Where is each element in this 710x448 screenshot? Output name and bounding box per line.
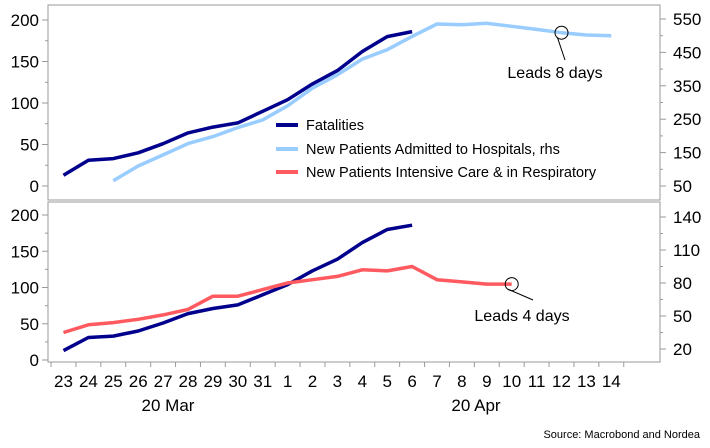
xaxis-period-label: 20 Mar — [142, 396, 195, 415]
annotation-marker — [554, 25, 569, 40]
xtick-label: 14 — [602, 372, 621, 391]
ytick-left-label: 0 — [30, 351, 39, 370]
ytick-left-label: 50 — [20, 136, 39, 155]
xtick-label: 3 — [333, 372, 342, 391]
xtick-label: 23 — [54, 372, 73, 391]
xtick-label: 10 — [502, 372, 521, 391]
ytick-right-label: 450 — [673, 43, 701, 62]
legend-label: New Patients Intensive Care & in Respira… — [306, 165, 597, 181]
series-lines — [62, 21, 612, 353]
ytick-right-label: 350 — [673, 77, 701, 96]
xtick-label: 4 — [358, 372, 367, 391]
series-line-new-patients-intensive-care-in-respiratory-p2 — [62, 264, 512, 335]
annotation-label: Leads 4 days — [474, 308, 569, 325]
series-line-fatalities-p2 — [62, 223, 413, 353]
xtick-label: 5 — [382, 372, 391, 391]
annotation-label: Leads 8 days — [507, 65, 602, 82]
series-line-new-patients-admitted-to-hospitals-rhs-p1 — [112, 21, 612, 183]
xtick-label: 9 — [482, 372, 491, 391]
xtick-label: 2 — [308, 372, 317, 391]
ytick-left-label: 100 — [11, 279, 39, 298]
xtick-label: 1 — [283, 372, 292, 391]
xtick-label: 12 — [552, 372, 571, 391]
xtick-label: 7 — [432, 372, 441, 391]
ytick-right-label: 80 — [673, 274, 692, 293]
xtick-label: 25 — [104, 372, 123, 391]
source-note: Source: Macrobond and Nordea — [543, 429, 700, 441]
ytick-left-label: 200 — [11, 11, 39, 30]
xtick-label: 27 — [154, 372, 173, 391]
xtick-label: 28 — [179, 372, 198, 391]
ytick-right-label: 50 — [673, 177, 692, 196]
xtick-label: 13 — [577, 372, 596, 391]
ytick-left-label: 200 — [11, 206, 39, 225]
xtick-label: 26 — [129, 372, 148, 391]
axes: 0501001502005015025035045055005010015020… — [11, 10, 702, 415]
xtick-label: 8 — [457, 372, 466, 391]
ytick-left-label: 0 — [30, 177, 39, 196]
xaxis-period-label: 20 Apr — [451, 396, 500, 415]
annotation-leader — [557, 37, 566, 61]
ytick-right-label: 110 — [673, 241, 700, 260]
ytick-right-label: 250 — [673, 110, 701, 129]
xtick-label: 11 — [528, 372, 546, 391]
legend-label: Fatalities — [306, 118, 364, 134]
ytick-left-label: 150 — [11, 242, 39, 261]
ytick-right-label: 20 — [673, 340, 692, 359]
xtick-label: 31 — [253, 372, 272, 391]
legend: Fatalities New Patients Admitted to Hospi… — [276, 118, 597, 181]
ytick-right-label: 50 — [673, 307, 692, 326]
ytick-left-label: 150 — [11, 53, 39, 72]
annotations: Leads 8 days Leads 4 days — [474, 25, 603, 325]
xtick-label: 24 — [79, 372, 98, 391]
xtick-label: 6 — [407, 372, 416, 391]
ytick-left-label: 50 — [20, 315, 39, 334]
plot-frame — [47, 201, 661, 363]
series-line-fatalities-p1 — [62, 29, 413, 177]
legend-label: New Patients Admitted to Hospitals, rhs — [306, 142, 560, 158]
annotation-leader — [507, 288, 534, 301]
ytick-right-label: 150 — [673, 144, 701, 163]
ytick-right-label: 550 — [673, 10, 701, 29]
xtick-label: 30 — [228, 372, 247, 391]
ytick-left-label: 100 — [11, 94, 39, 113]
xtick-label: 29 — [203, 372, 222, 391]
ytick-right-label: 140 — [673, 208, 701, 227]
